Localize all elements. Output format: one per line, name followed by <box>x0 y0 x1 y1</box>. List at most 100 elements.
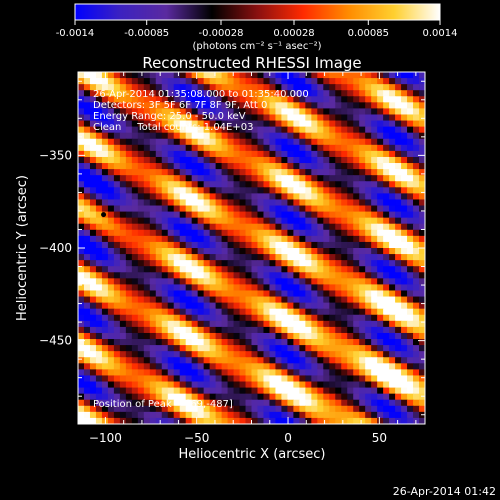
heatmap-cell <box>413 187 420 194</box>
heatmap-cell <box>125 326 133 334</box>
heatmap-cell <box>113 169 121 176</box>
heatmap-cell <box>113 417 121 424</box>
heatmap-cell <box>78 417 85 424</box>
heatmap-cell <box>287 387 294 395</box>
heatmap-cell <box>83 351 91 358</box>
heatmap-cell <box>209 405 217 413</box>
heatmap-cell <box>149 72 157 79</box>
heatmap-cell <box>173 156 181 164</box>
heatmap-cell <box>149 393 157 401</box>
heatmap-cell <box>341 387 348 395</box>
heatmap-cell <box>89 205 97 213</box>
heatmap-cell <box>113 357 121 364</box>
heatmap-cell <box>401 278 408 286</box>
heatmap-cell <box>113 84 121 91</box>
heatmap-cell <box>137 120 145 128</box>
heatmap-cell <box>113 156 121 164</box>
heatmap-cell <box>335 266 342 273</box>
heatmap-cell <box>281 102 288 110</box>
heatmap-cell <box>179 181 187 188</box>
heatmap-cell <box>167 175 175 182</box>
heatmap-cell <box>311 193 318 201</box>
heatmap-cell <box>131 114 139 122</box>
heatmap-cell <box>161 150 169 158</box>
heatmap-cell <box>89 411 97 419</box>
heatmap-cell <box>95 375 103 383</box>
heatmap-cell <box>125 241 133 249</box>
heatmap-cell <box>353 417 360 424</box>
heatmap-cell <box>197 72 205 79</box>
heatmap-cell <box>311 78 318 85</box>
heatmap-cell <box>371 150 378 158</box>
heatmap-cell <box>299 163 306 170</box>
heatmap-cell <box>125 278 133 286</box>
heatmap-cell <box>89 181 97 188</box>
heatmap-cell <box>179 260 187 267</box>
heatmap-cell <box>347 302 354 310</box>
heatmap-cell <box>401 284 408 292</box>
heatmap-cell <box>347 417 354 424</box>
heatmap-cell <box>203 150 211 158</box>
heatmap-cell <box>401 375 408 383</box>
heatmap-cell <box>311 114 318 122</box>
heatmap-cell <box>341 96 348 103</box>
heatmap-cell <box>287 326 294 334</box>
heatmap-cell <box>329 96 336 103</box>
heatmap-cell <box>329 102 336 110</box>
heatmap-cell <box>209 381 217 389</box>
heatmap-cell <box>78 278 85 286</box>
heatmap-cell <box>323 351 330 358</box>
colorbar <box>74 3 441 21</box>
heatmap-cell <box>167 193 175 201</box>
heatmap-cell <box>78 381 85 389</box>
heatmap-cell <box>389 351 396 358</box>
heatmap-cell <box>197 357 205 364</box>
heatmap-cell <box>389 266 396 273</box>
heatmap-cell <box>78 369 85 377</box>
heatmap-cell <box>311 278 318 286</box>
heatmap-cell <box>149 96 157 103</box>
heatmap-cell <box>287 193 294 201</box>
heatmap-cell <box>239 248 247 255</box>
heatmap-cell <box>78 248 85 255</box>
heatmap-cell <box>137 308 145 316</box>
heatmap-cell <box>233 345 241 352</box>
heatmap-cell <box>341 72 348 79</box>
heatmap-cell <box>251 205 259 213</box>
heatmap-cell <box>161 217 169 225</box>
heatmap-cell <box>359 296 366 304</box>
heatmap-cell <box>329 169 336 176</box>
heatmap-cell <box>197 235 205 243</box>
heatmap-cell <box>293 393 300 401</box>
heatmap-cell <box>299 205 306 213</box>
heatmap-cell <box>149 320 157 328</box>
heatmap-cell <box>359 260 366 267</box>
heatmap-cell <box>101 399 109 407</box>
heatmap-cell <box>233 175 241 182</box>
heatmap-cell <box>149 351 157 358</box>
heatmap-cell <box>155 241 163 249</box>
heatmap-cell <box>149 308 157 316</box>
heatmap-cell <box>323 90 330 97</box>
heatmap-cell <box>191 260 199 267</box>
heatmap-cell <box>281 193 288 201</box>
heatmap-cell <box>95 345 103 352</box>
heatmap-cell <box>78 284 85 292</box>
heatmap-cell <box>209 278 217 286</box>
heatmap-cell <box>185 181 193 188</box>
heatmap-cell <box>125 199 133 207</box>
heatmap-cell <box>407 169 414 176</box>
heatmap-cell <box>191 411 199 419</box>
heatmap-cell <box>317 235 324 243</box>
heatmap-cell <box>347 102 354 110</box>
heatmap-cell <box>305 363 312 370</box>
heatmap-cell <box>287 332 294 340</box>
heatmap-cell <box>347 193 354 201</box>
heatmap-cell <box>227 417 235 424</box>
heatmap-cell <box>215 405 223 413</box>
heatmap-cell <box>209 205 217 213</box>
heatmap-cell <box>89 150 97 158</box>
heatmap-cell <box>221 193 229 201</box>
heatmap-cell <box>161 381 169 389</box>
heatmap-cell <box>161 266 169 273</box>
